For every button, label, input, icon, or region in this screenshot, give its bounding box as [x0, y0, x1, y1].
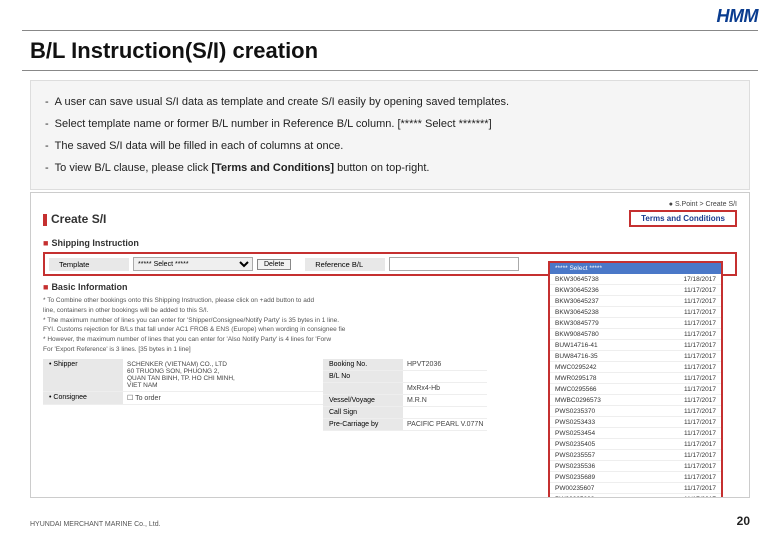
footer-company: HYUNDAI MERCHANT MARINE Co., Ltd. — [30, 521, 161, 528]
breadcrumb: ● S.Point > Create S/I — [43, 201, 737, 208]
dropdown-item[interactable]: PWS023568911/17/2017 — [550, 472, 721, 483]
mid-divider — [22, 70, 758, 71]
dropdown-item[interactable]: PW0023560811/17/2017 — [550, 494, 721, 498]
form-row: MxRx4-Hb — [323, 383, 487, 395]
field-label: Booking No. — [323, 359, 403, 370]
shipper-value[interactable]: SCHENKER (VIETNAM) CO., LTD 60 TRUONG SO… — [123, 359, 323, 391]
dropdown-item[interactable]: PWS023555711/17/2017 — [550, 450, 721, 461]
form-row: B/L No — [323, 371, 487, 383]
form-right-column: Booking No.HPVT2036B/L NoMxRx4-HbVessel/… — [323, 359, 487, 431]
dropdown-item[interactable]: MWC029524211/17/2017 — [550, 362, 721, 373]
dropdown-item[interactable]: PWS023537011/17/2017 — [550, 406, 721, 417]
form-row: Call Sign — [323, 407, 487, 419]
dropdown-item[interactable]: BUW84716-3511/17/2017 — [550, 351, 721, 362]
dropdown-header: ***** Select ***** — [550, 263, 721, 274]
dropdown-item[interactable]: BKW9084578011/17/2017 — [550, 329, 721, 340]
embedded-screenshot: ● S.Point > Create S/I Create S/I Terms … — [30, 192, 750, 498]
dropdown-item[interactable]: BKW3064523611/17/2017 — [550, 285, 721, 296]
reference-bl-dropdown[interactable]: ***** Select ***** BKW3064573817/18/2017… — [548, 261, 723, 498]
bullet-item: -Select template name or former B/L numb… — [45, 113, 735, 135]
field-label: B/L No — [323, 371, 403, 382]
shipping-instruction-header: ■Shipping Instruction — [43, 238, 737, 248]
field-label: Call Sign — [323, 407, 403, 418]
field-value[interactable]: M.R.N — [403, 395, 487, 406]
dropdown-item[interactable]: PWS025345411/17/2017 — [550, 428, 721, 439]
form-row: Pre-Carriage byPACIFIC PEARL V.077N — [323, 419, 487, 431]
reference-bl-input[interactable] — [389, 257, 519, 271]
dropdown-item[interactable]: BUW14716-4111/17/2017 — [550, 340, 721, 351]
dropdown-item[interactable]: BKW3064523811/17/2017 — [550, 307, 721, 318]
field-value[interactable]: MxRx4-Hb — [403, 383, 487, 394]
dropdown-item[interactable]: MWR029517811/17/2017 — [550, 373, 721, 384]
field-label: Pre-Carriage by — [323, 419, 403, 430]
create-si-header: Create S/I Terms and Conditions — [43, 212, 737, 226]
field-value[interactable]: HPVT2036 — [403, 359, 487, 370]
reference-bl-label: Reference B/L — [305, 258, 385, 271]
terms-conditions-button[interactable]: Terms and Conditions — [629, 210, 737, 227]
top-divider — [22, 30, 758, 31]
template-label: Template — [49, 258, 129, 271]
field-value[interactable]: PACIFIC PEARL V.077N — [403, 419, 487, 430]
bullet-item: -To view B/L clause, please click [Terms… — [45, 157, 735, 179]
consignee-value[interactable]: ☐ To order — [123, 392, 323, 404]
bullet-item: -A user can save usual S/I data as templ… — [45, 91, 735, 113]
form-row: Vessel/VoyageM.R.N — [323, 395, 487, 407]
dropdown-item[interactable]: PWS023540511/17/2017 — [550, 439, 721, 450]
dropdown-item[interactable]: MWBC029657311/17/2017 — [550, 395, 721, 406]
dropdown-item[interactable]: PWS023553611/17/2017 — [550, 461, 721, 472]
bullet-item: -The saved S/I data will be filled in ea… — [45, 135, 735, 157]
field-value[interactable] — [403, 371, 487, 382]
page-number: 20 — [737, 514, 750, 528]
field-label: Vessel/Voyage — [323, 395, 403, 406]
dropdown-item[interactable]: BKW3064573817/18/2017 — [550, 274, 721, 285]
dropdown-item[interactable]: BKW3064523711/17/2017 — [550, 296, 721, 307]
dropdown-item[interactable]: MWC029556611/17/2017 — [550, 384, 721, 395]
delete-button[interactable]: Delete — [257, 259, 291, 270]
form-row: Booking No.HPVT2036 — [323, 359, 487, 371]
shipper-label: • Shipper — [43, 359, 123, 391]
field-label — [323, 383, 403, 394]
instruction-list: -A user can save usual S/I data as templ… — [30, 80, 750, 190]
template-select[interactable]: ***** Select ***** — [133, 257, 253, 271]
dropdown-item[interactable]: PW0023560711/17/2017 — [550, 483, 721, 494]
dropdown-item[interactable]: PWS025343311/17/2017 — [550, 417, 721, 428]
field-value[interactable] — [403, 407, 487, 418]
consignee-label: • Consignee — [43, 392, 123, 404]
page-title: B/L Instruction(S/I) creation — [30, 38, 318, 64]
dropdown-item[interactable]: BKW3084577911/17/2017 — [550, 318, 721, 329]
company-logo: HMM — [717, 6, 759, 27]
